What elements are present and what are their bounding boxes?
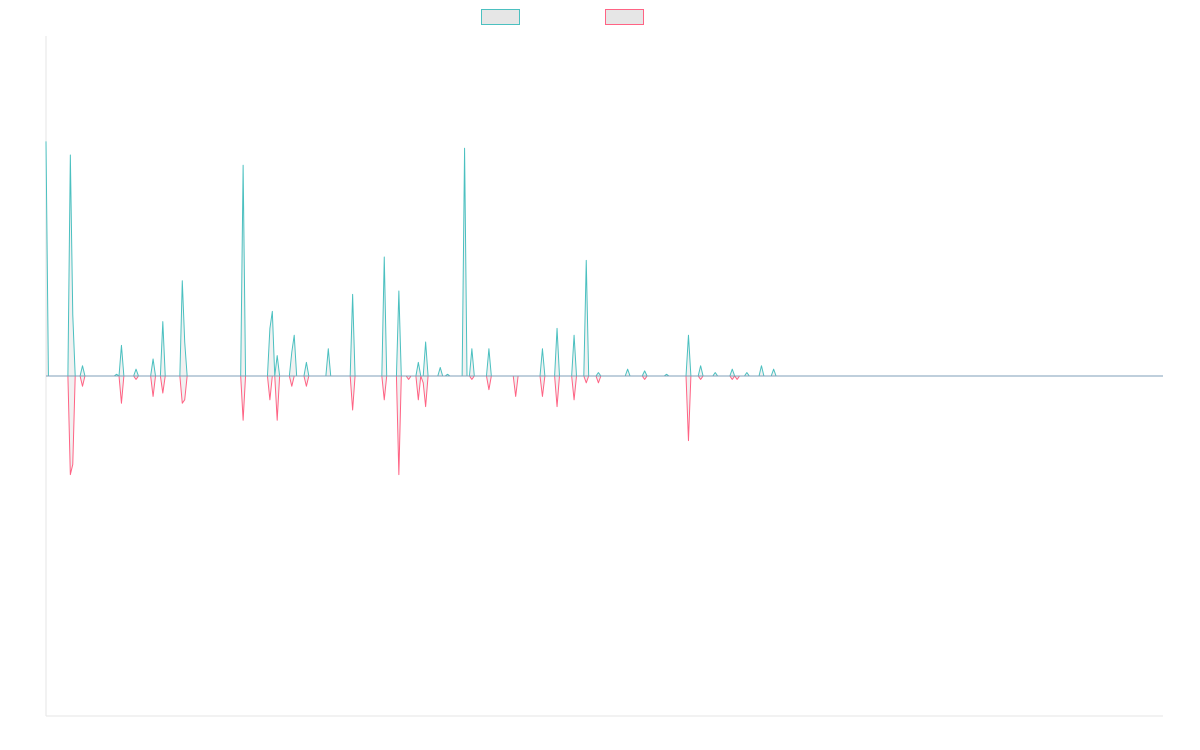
legend-swatch-series-1[interactable] [481,9,520,25]
legend-swatch-series-2[interactable] [605,9,644,25]
series-layer [45,141,1163,476]
series-2-line [46,375,1163,476]
series-1 [45,141,1163,377]
series-1-area [46,141,1163,376]
series-2 [46,375,1163,476]
series-1-line [45,141,1163,377]
series-2-area [46,376,1163,475]
